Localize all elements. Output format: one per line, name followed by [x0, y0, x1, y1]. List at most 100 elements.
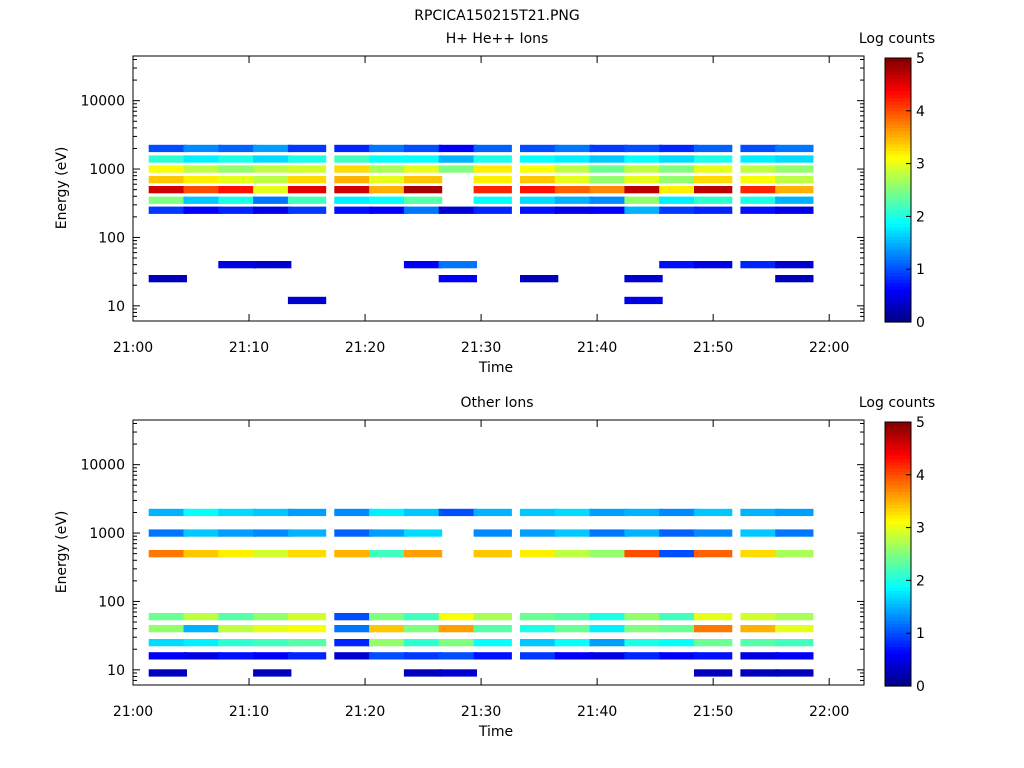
heatmap-cell — [473, 508, 512, 517]
heatmap-cell — [589, 639, 628, 647]
figure-title: RPCICA150215T21.PNG — [414, 8, 579, 24]
heatmap-cell — [334, 144, 373, 153]
colorbar-segment — [885, 633, 911, 638]
colorbar-segment — [885, 544, 911, 548]
heatmap-cell — [403, 206, 443, 214]
heatmap-cell — [589, 144, 628, 153]
colorbar-segment — [885, 252, 911, 257]
heatmap-cell — [287, 652, 327, 660]
colorbar-segment — [885, 649, 911, 654]
colorbar-segment — [885, 610, 911, 614]
heatmap-cell — [403, 261, 443, 269]
colorbar-segment — [885, 77, 911, 82]
heatmap-plot: 21:00 21:10 21:20 21:30 21:40 21:50 22:00 10 100… — [80, 419, 865, 720]
heatmap-cell — [624, 176, 663, 184]
heatmap-cell — [369, 186, 408, 194]
heatmap-cell — [554, 550, 594, 558]
heatmap-cell — [438, 652, 477, 660]
heatmap-cell — [520, 625, 559, 633]
heatmap-cell — [624, 186, 663, 194]
heatmap-cell — [740, 529, 779, 537]
colorbar-segment — [885, 626, 911, 631]
heatmap-cell — [589, 550, 628, 558]
colorbar: 0 1 2 3 4 5 — [884, 415, 925, 695]
colorbar-segment — [885, 669, 911, 674]
colorbar-segment — [885, 554, 911, 558]
colorbar-tick-label: 5 — [916, 415, 925, 431]
heatmap-cell — [520, 165, 559, 173]
heatmap-cell — [775, 261, 814, 269]
colorbar-segment — [885, 676, 911, 680]
heatmap-cell — [740, 669, 779, 677]
heatmap-cell — [148, 165, 187, 173]
x-tick-label: 21:50 — [693, 340, 733, 356]
heatmap-cell — [659, 652, 698, 660]
heatmap-cell — [740, 206, 779, 214]
colorbar-segment — [885, 606, 911, 611]
colorbar-segment — [885, 246, 911, 250]
heatmap-cell — [659, 186, 698, 194]
heatmap-cell — [148, 625, 187, 633]
heatmap-cell — [253, 196, 292, 204]
heatmap-cell — [148, 652, 187, 660]
heatmap-cell — [369, 165, 408, 173]
heatmap-cell — [473, 196, 512, 204]
heatmap-cell — [253, 206, 292, 214]
heatmap-cell — [520, 196, 559, 204]
colorbar-segment — [885, 497, 911, 502]
heatmap-cell — [369, 652, 408, 660]
colorbar-segment — [885, 464, 911, 469]
heatmap-cell — [403, 186, 443, 194]
colorbar-segment — [885, 537, 911, 542]
colorbar-segment — [885, 289, 911, 293]
heatmap-cell — [520, 529, 559, 537]
colorbar-segment — [885, 613, 911, 618]
colorbar-segment — [885, 623, 911, 628]
heatmap-cell — [694, 261, 733, 269]
colorbar-segment — [885, 629, 911, 634]
heatmap-cell — [403, 639, 443, 647]
heatmap-cell — [659, 176, 698, 184]
heatmap-cell — [403, 508, 443, 517]
colorbar-segment — [885, 600, 911, 605]
y-tick-label: 10000 — [80, 94, 125, 110]
heatmap-cell — [775, 155, 814, 163]
heatmap-cell — [403, 165, 443, 173]
colorbar-label: Log counts — [859, 31, 935, 47]
colorbar-segment — [885, 176, 911, 181]
heatmap-cell — [659, 196, 698, 204]
colorbar-segment — [885, 143, 911, 148]
heatmap-cell — [694, 639, 733, 647]
heatmap-cell — [218, 652, 257, 660]
heatmap-cell — [740, 625, 779, 633]
x-tick-label: 21:20 — [345, 704, 385, 720]
heatmap-cell — [775, 613, 814, 621]
colorbar-segment — [885, 173, 911, 178]
colorbar-segment — [885, 163, 911, 168]
colorbar-segment — [885, 570, 911, 575]
heatmap-cell — [624, 155, 663, 163]
heatmap-cell — [287, 206, 327, 214]
colorbar-segment — [885, 117, 911, 122]
heatmap-cell — [287, 529, 327, 537]
heatmap-cell — [473, 186, 512, 194]
heatmap-cell — [589, 176, 628, 184]
x-axis-label: Time — [478, 360, 513, 376]
colorbar-segment — [885, 596, 911, 601]
heatmap-cell — [369, 639, 408, 647]
heatmap-cell — [287, 196, 327, 204]
heatmap-cell — [694, 550, 733, 558]
heatmap-cell — [403, 176, 443, 184]
heatmap-cell — [218, 613, 257, 621]
colorbar-segment — [885, 150, 911, 155]
heatmap-cell — [473, 206, 512, 214]
colorbar-segment — [885, 646, 911, 651]
heatmap-cell — [334, 206, 373, 214]
colorbar-segment — [885, 81, 911, 85]
heatmap-cell — [775, 196, 814, 204]
heatmap-cell — [369, 625, 408, 633]
colorbar-segment — [885, 481, 911, 486]
heatmap-cell — [253, 550, 292, 558]
heatmap-cell — [334, 176, 373, 184]
colorbar-segment — [885, 242, 911, 247]
